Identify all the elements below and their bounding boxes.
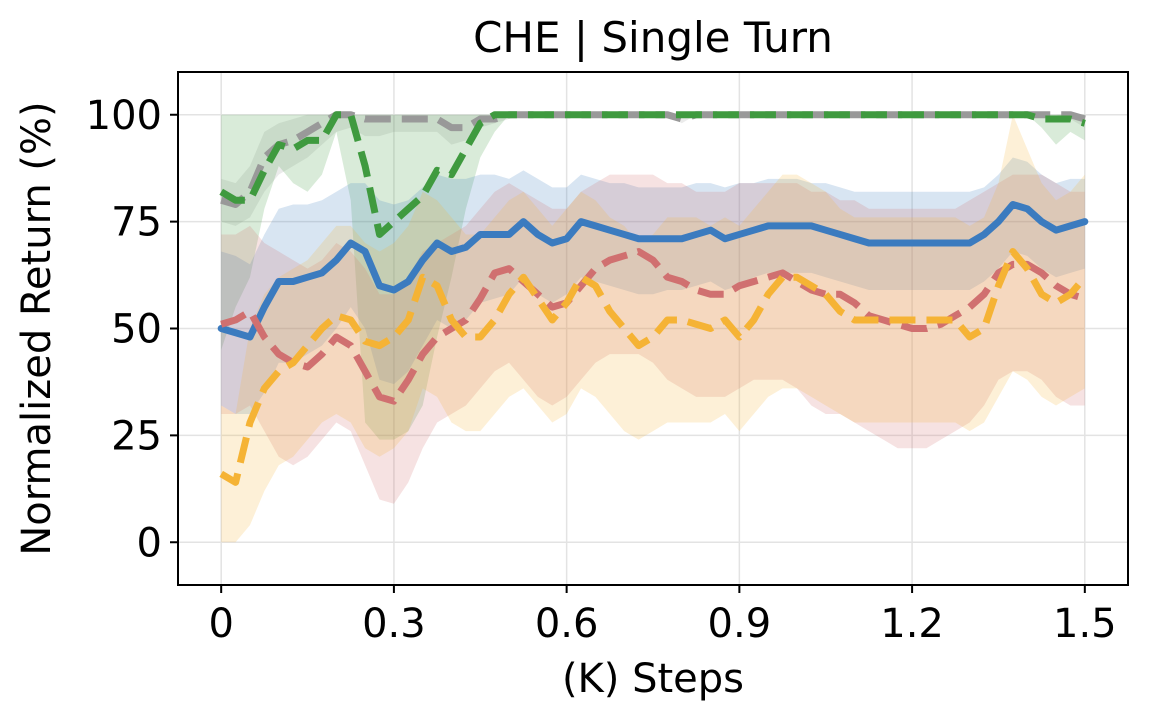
y-tick-label: 75 — [111, 200, 162, 246]
y-axis-label: Normalized Return (%) — [14, 101, 60, 555]
series-line-blue — [217, 201, 1089, 341]
band-orange — [221, 114, 1085, 543]
y-tick-label: 50 — [111, 307, 162, 353]
x-tick-label: 1.5 — [1053, 601, 1117, 647]
y-tick-label: 0 — [137, 520, 162, 566]
band-gray — [221, 114, 1085, 226]
x-tick-label: 0.9 — [708, 601, 772, 647]
x-axis-label: (K) Steps — [562, 656, 744, 702]
y-axis-ticks: 0 25 50 75 100 — [86, 93, 178, 566]
series-line-red — [220, 248, 1086, 405]
band-red — [221, 174, 1085, 504]
x-axis-ticks: 0 0.3 0.6 0.9 1.2 1.5 — [208, 585, 1117, 647]
y-tick-label: 100 — [86, 93, 162, 139]
series-line-orange — [219, 248, 1088, 486]
series-line-green — [219, 111, 1086, 238]
x-tick-label: 0 — [208, 601, 233, 647]
series-lines — [217, 111, 1089, 486]
chart-title: CHE | Single Turn — [473, 13, 833, 62]
band-blue — [221, 157, 1085, 414]
y-tick-label: 25 — [111, 413, 162, 459]
x-tick-label: 0.3 — [362, 601, 426, 647]
confidence-bands — [221, 114, 1085, 543]
band-green — [221, 114, 1085, 440]
series-line-gray — [220, 111, 1086, 209]
x-tick-label: 1.2 — [880, 601, 944, 647]
x-tick-label: 0.6 — [535, 601, 599, 647]
